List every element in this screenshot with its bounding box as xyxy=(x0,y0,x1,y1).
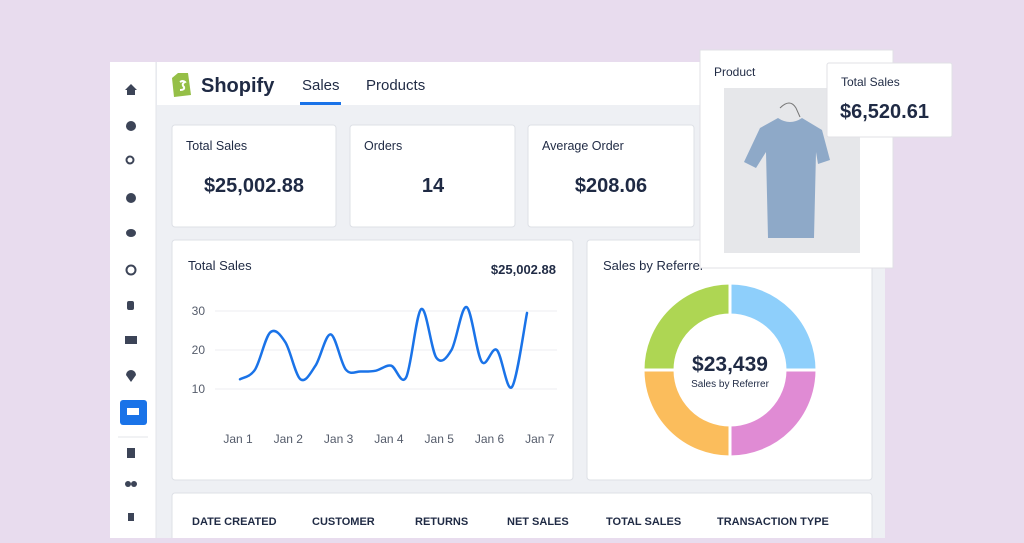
kpi-value: $208.06 xyxy=(575,175,647,197)
users-icon-2 xyxy=(131,481,137,487)
kpi-card xyxy=(527,124,695,228)
donut-center-value: $23,439 xyxy=(692,353,768,376)
chart-title: Sales by Referrer xyxy=(603,258,705,273)
y-tick-label: 20 xyxy=(192,343,206,357)
dashboard-icon[interactable] xyxy=(126,121,136,131)
shopify-logo-s xyxy=(179,80,187,91)
chart-title: Total Sales xyxy=(188,258,252,273)
chart-icon[interactable] xyxy=(126,193,136,203)
column-header: NET SALES xyxy=(507,516,569,528)
x-tick-label: Jan 3 xyxy=(324,432,354,446)
popup-value: $6,520.61 xyxy=(840,101,929,123)
kpi-value: $25,002.88 xyxy=(204,175,304,197)
home-icon[interactable] xyxy=(125,84,137,95)
x-tick-label: Jan 5 xyxy=(425,432,455,446)
tab[interactable]: Sales xyxy=(302,77,340,94)
y-tick-label: 10 xyxy=(192,382,206,396)
donut-chart xyxy=(641,281,819,459)
hanger xyxy=(779,102,801,118)
column-header: RETURNS xyxy=(415,516,468,528)
sidebar xyxy=(110,62,156,538)
mail-icon[interactable] xyxy=(125,336,137,344)
doc-icon[interactable] xyxy=(127,448,135,458)
kpi-value: 14 xyxy=(422,175,445,197)
sales-popup xyxy=(826,62,953,138)
popup-title: Product xyxy=(714,65,756,79)
column-header: TOTAL SALES xyxy=(606,516,681,528)
kpi-label: Orders xyxy=(364,139,402,153)
users-icon[interactable] xyxy=(125,481,131,487)
search-icon[interactable] xyxy=(125,155,135,165)
plug-icon[interactable] xyxy=(128,513,134,521)
tshirt xyxy=(744,118,830,238)
donut-segment xyxy=(641,281,732,372)
tab[interactable]: Products xyxy=(366,77,425,94)
column-header: TRANSACTION TYPE xyxy=(717,516,829,528)
active-tab-indicator xyxy=(300,102,341,105)
cart-icon xyxy=(127,408,139,415)
kpi-card xyxy=(349,124,516,228)
sidebar-icons xyxy=(118,84,148,521)
location-icon[interactable] xyxy=(126,370,136,382)
kpi-card xyxy=(171,124,337,228)
line-chart-card xyxy=(171,239,574,481)
y-tick-label: 30 xyxy=(192,304,206,318)
shopify-logo xyxy=(172,73,191,97)
kpi-label: Total Sales xyxy=(186,139,247,153)
x-tick-label: Jan 2 xyxy=(274,432,304,446)
column-header: DATE CREATED xyxy=(192,516,277,528)
kpi-cards: Total Sales $25,002.88 Orders 14 Average… xyxy=(171,124,695,228)
brand: Shopify xyxy=(201,75,275,97)
x-tick-label: Jan 7 xyxy=(525,432,555,446)
chart-total: $25,002.88 xyxy=(491,262,556,277)
kpi-label: Average Order xyxy=(542,139,624,153)
popup-label: Total Sales xyxy=(841,75,900,89)
donut-center-label: Sales by Referrer xyxy=(691,379,769,390)
table-card xyxy=(171,492,873,543)
phone-icon[interactable] xyxy=(127,301,134,310)
x-tick-label: Jan 6 xyxy=(475,432,505,446)
line xyxy=(238,305,529,389)
chat-icon[interactable] xyxy=(126,229,136,237)
pinterest-icon[interactable] xyxy=(125,264,137,276)
table-header: DATE CREATED CUSTOMER RETURNS NET SALES … xyxy=(192,516,829,528)
column-header: CUSTOMER xyxy=(312,516,375,528)
line-chart: 10 20 30 Jan 1 Jan 2 Jan 3 Jan 4 Jan 5 Jan 6 Jan … xyxy=(192,304,557,446)
x-tick-label: Jan 4 xyxy=(374,432,404,446)
x-tick-label: Jan 1 xyxy=(223,432,253,446)
